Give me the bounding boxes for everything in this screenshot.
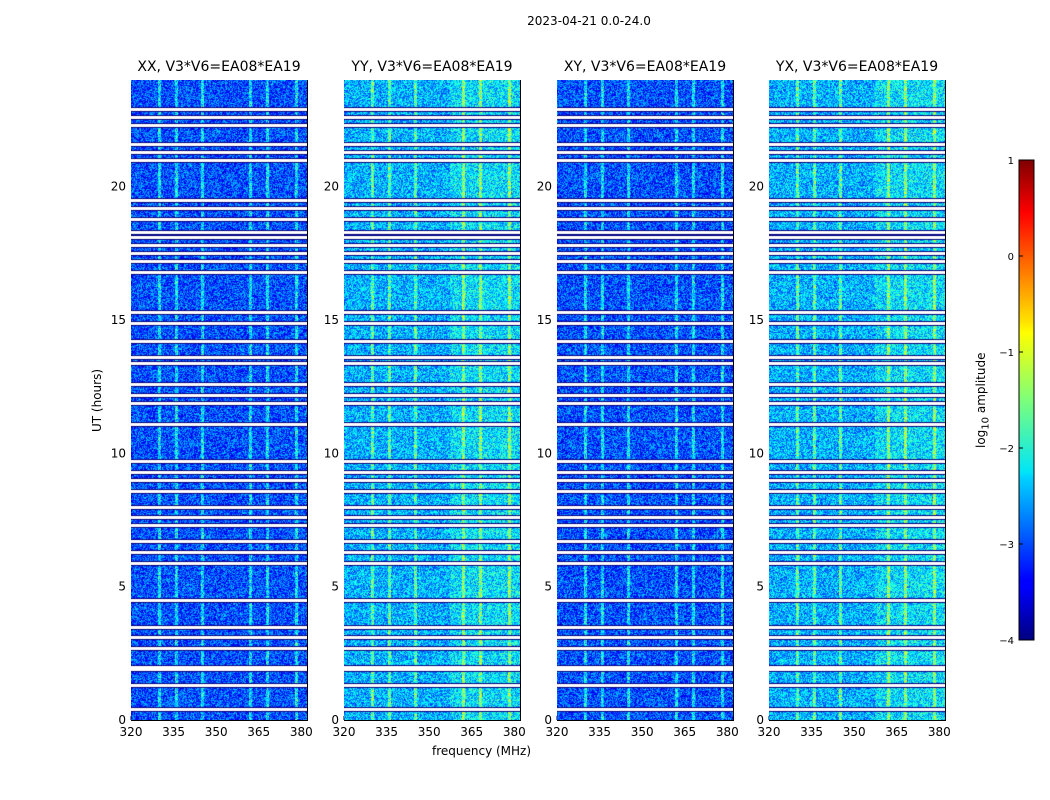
y-tick-label: 15 <box>537 313 552 327</box>
x-tick-label: 320 <box>120 725 143 739</box>
spectrogram-1 <box>344 80 520 720</box>
colorbar-tick-label: −3 <box>999 540 1014 551</box>
x-tick-label: 350 <box>205 725 228 739</box>
colorbar-tick-label: 1 <box>1008 156 1014 167</box>
x-tick-label: 335 <box>588 725 611 739</box>
x-tick-label: 320 <box>758 725 781 739</box>
colorbar-tick-label: −2 <box>999 444 1014 455</box>
y-tick-label: 5 <box>331 580 339 594</box>
x-axis-label: frequency (MHz) <box>432 744 532 758</box>
y-tick-label: 20 <box>324 180 339 194</box>
y-axis-label: UT (hours) <box>90 368 104 432</box>
x-tick-label: 320 <box>333 725 356 739</box>
panel-title-2: XY, V3*V6=EA08*EA19 <box>563 59 727 75</box>
x-tick-label: 380 <box>928 725 951 739</box>
colorbar-ticks: 1 0 −1 −2 −3 −4 <box>999 156 1023 647</box>
x-tick-label: 350 <box>418 725 441 739</box>
colorbar-label: log10 amplitude <box>974 352 992 448</box>
y-tick-label: 5 <box>756 580 764 594</box>
y-tick-label: 0 <box>118 713 126 727</box>
y-tick-label: 5 <box>118 580 126 594</box>
x-tick-label: 365 <box>460 725 483 739</box>
figure-suptitle: 2023-04-21 0.0-24.0 <box>527 14 651 28</box>
x-tick-label: 350 <box>631 725 654 739</box>
colorbar-gradient <box>1018 159 1035 641</box>
y-tick-label: 20 <box>537 180 552 194</box>
y-tick-label: 0 <box>331 713 339 727</box>
panel-title-1: YY, V3*V6=EA08*EA19 <box>351 59 513 75</box>
x-tick-label: 365 <box>673 725 696 739</box>
y-tick-label: 10 <box>537 446 552 460</box>
colorbar-tick-label: 0 <box>1008 252 1014 263</box>
spectrogram-3 <box>769 80 945 720</box>
x-tick-label: 320 <box>546 725 569 739</box>
y-tick-label: 20 <box>749 180 764 194</box>
y-tick-label: 0 <box>756 713 764 727</box>
x-tick-label: 350 <box>843 725 866 739</box>
y-tick-label: 15 <box>749 313 764 327</box>
y-tick-label: 5 <box>544 580 552 594</box>
y-tick-label: 10 <box>324 446 339 460</box>
colorbar-tick-label: −4 <box>999 636 1014 647</box>
spectrogram-0 <box>131 80 307 720</box>
y-tick-label: 10 <box>749 446 764 460</box>
y-tick-label: 20 <box>111 180 126 194</box>
y-tick-label: 0 <box>544 713 552 727</box>
x-tick-label: 380 <box>716 725 739 739</box>
y-tick-label: 15 <box>111 313 126 327</box>
x-tick-label: 365 <box>885 725 908 739</box>
panel-axes-2: 320 335 350 365 380 0 5 10 15 20 <box>537 80 739 739</box>
panel-title-3: YX, V3*V6=EA08*EA19 <box>775 59 939 75</box>
colorbar: 1 0 −1 −2 −3 −4 <box>999 156 1035 647</box>
colorbar-tick-label: −1 <box>999 348 1014 359</box>
panel-title-0: XX, V3*V6=EA08*EA19 <box>137 59 301 75</box>
spectrogram-2 <box>557 80 733 720</box>
y-tick-label: 10 <box>111 446 126 460</box>
y-tick-label: 15 <box>324 313 339 327</box>
x-tick-label: 380 <box>503 725 526 739</box>
x-tick-label: 335 <box>375 725 398 739</box>
x-tick-label: 380 <box>290 725 313 739</box>
x-tick-label: 335 <box>162 725 185 739</box>
x-tick-label: 365 <box>247 725 270 739</box>
x-tick-label: 335 <box>800 725 823 739</box>
